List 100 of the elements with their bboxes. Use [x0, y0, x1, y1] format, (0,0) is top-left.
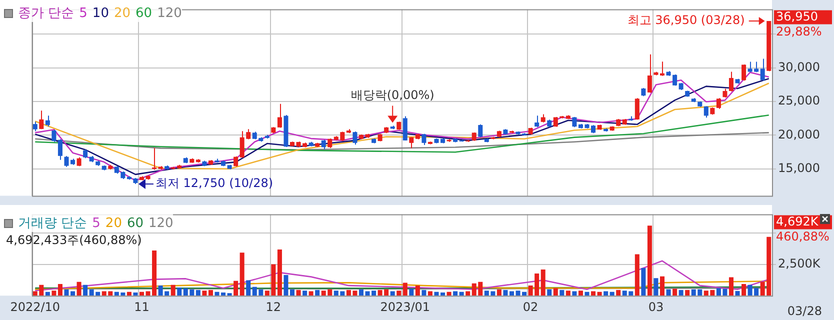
candlestick — [760, 58, 765, 82]
y-tick-label: 20,000 — [778, 127, 820, 142]
x-tick-label: 11 — [134, 300, 150, 314]
candlestick — [152, 148, 157, 170]
bar — [459, 292, 464, 296]
bar — [584, 292, 590, 296]
bar — [396, 290, 402, 296]
bar — [647, 226, 652, 296]
candlestick — [634, 98, 640, 120]
x-tick-label: 03 — [648, 300, 664, 314]
bar — [634, 254, 640, 296]
bar — [428, 291, 432, 296]
bar — [660, 276, 665, 296]
bar — [126, 292, 132, 296]
bar — [616, 290, 621, 296]
x-axis-title: 03/28 — [787, 304, 822, 318]
candlestick — [45, 115, 50, 127]
bar — [52, 290, 56, 296]
bar — [202, 290, 207, 296]
candlestick — [647, 54, 652, 94]
bar — [409, 288, 414, 296]
text: 20 — [105, 216, 122, 230]
bar — [496, 289, 502, 296]
bar — [240, 252, 244, 296]
bar — [422, 290, 426, 296]
bar — [578, 290, 583, 296]
text: 5 — [92, 216, 100, 230]
bar — [83, 284, 88, 296]
bar — [358, 289, 364, 296]
candlestick — [742, 64, 746, 82]
candlestick — [32, 121, 38, 132]
x-tick-label: 2023/01 — [380, 300, 430, 314]
bar — [560, 290, 564, 296]
bar — [572, 291, 577, 296]
text: 60 — [136, 6, 152, 20]
bar — [70, 291, 76, 296]
candlestick — [328, 138, 332, 148]
bar — [296, 290, 301, 296]
x-tick-label: 02 — [522, 300, 538, 314]
bar — [641, 268, 646, 296]
bar — [208, 290, 213, 296]
legend-title: 종가 단순 — [18, 5, 74, 22]
text: 120 — [148, 216, 174, 230]
bar — [45, 292, 50, 296]
bar — [540, 270, 546, 296]
bar — [735, 290, 740, 296]
bar — [390, 291, 395, 296]
annotation: 최고 36,950 (03/28) — [627, 13, 745, 28]
candlestick — [728, 71, 734, 92]
text: 4,692,433주(460,88%) — [6, 232, 142, 249]
annotation: 최저 12,750 (10/28) — [155, 176, 274, 190]
bar — [440, 292, 446, 296]
y-tick-label: 15,000 — [778, 160, 820, 175]
bar — [302, 290, 308, 296]
bar — [58, 284, 62, 296]
candlestick — [660, 61, 665, 76]
text: 120 — [157, 6, 182, 20]
text: 10 — [92, 6, 109, 20]
candlestick — [534, 115, 540, 128]
bar — [591, 291, 596, 296]
bar — [434, 292, 439, 296]
bar — [177, 287, 182, 296]
candlestick — [704, 106, 708, 118]
bar — [76, 282, 82, 296]
bar — [277, 250, 282, 296]
bar — [415, 285, 420, 296]
bar — [290, 289, 295, 296]
y-tick-label: 25,000 — [778, 94, 820, 108]
bar — [170, 284, 176, 296]
x-tick-label: 2022/10 — [10, 300, 60, 314]
bar — [246, 280, 251, 296]
annotation: 배당락(0,00%) — [350, 88, 434, 102]
bar — [672, 288, 678, 296]
bar — [654, 278, 658, 296]
bar — [547, 289, 552, 296]
bar — [509, 291, 514, 296]
bar — [139, 292, 144, 296]
bar — [196, 290, 200, 296]
candlestick — [52, 129, 56, 142]
candlestick — [572, 116, 577, 128]
bar — [234, 280, 238, 296]
candlestick — [352, 130, 358, 146]
y-tick-label: 30,000 — [778, 60, 820, 74]
bar — [315, 290, 320, 296]
bar — [685, 290, 690, 296]
bar — [678, 290, 684, 296]
text: 60 — [126, 216, 144, 230]
legend-title: 거래량 단순 — [18, 215, 88, 232]
candlestick — [39, 110, 44, 130]
candlestick — [321, 139, 326, 150]
bar — [453, 291, 458, 296]
text: 29,88% — [776, 24, 822, 38]
text: 5 — [79, 6, 88, 20]
bar — [742, 284, 746, 296]
text: 460,88% — [776, 229, 830, 244]
text: 36,950 — [776, 9, 818, 24]
bar — [597, 292, 602, 296]
bar — [610, 292, 614, 296]
candlestick — [402, 116, 408, 142]
bar — [227, 293, 232, 296]
